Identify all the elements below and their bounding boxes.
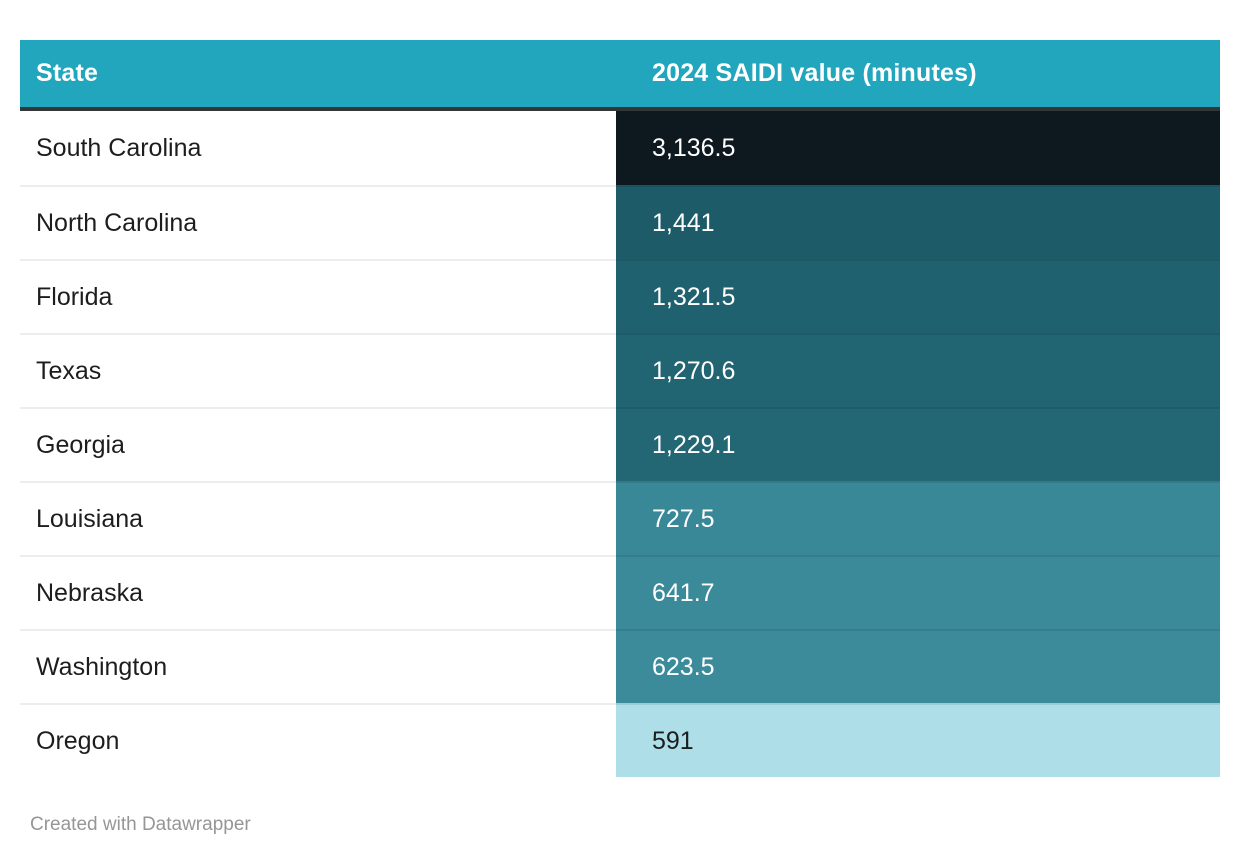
datawrapper-credit: Created with Datawrapper	[30, 814, 251, 835]
table-row: Georgia 1,229.1	[20, 407, 1220, 481]
table-row: Oregon 591	[20, 703, 1220, 777]
table-row: Nebraska 641.7	[20, 555, 1220, 629]
state-cell: North Carolina	[20, 185, 616, 259]
value-cell: 1,441	[616, 185, 1220, 259]
value-cell: 623.5	[616, 629, 1220, 703]
value-cell: 1,321.5	[616, 259, 1220, 333]
header-saidi-value: 2024 SAIDI value (minutes)	[652, 59, 977, 87]
state-cell: Washington	[20, 629, 616, 703]
value-cell: 641.7	[616, 555, 1220, 629]
value-cell: 591	[616, 703, 1220, 777]
table-row: North Carolina 1,441	[20, 185, 1220, 259]
header-state: State	[36, 59, 99, 87]
state-cell: Oregon	[20, 703, 616, 777]
state-cell: Texas	[20, 333, 616, 407]
value-cell: 1,270.6	[616, 333, 1220, 407]
state-cell: South Carolina	[20, 111, 616, 185]
state-cell: Louisiana	[20, 481, 616, 555]
state-cell: Georgia	[20, 407, 616, 481]
value-cell: 3,136.5	[616, 111, 1220, 185]
saidi-table: State 2024 SAIDI value (minutes) South C…	[20, 40, 1220, 777]
table-row: Florida 1,321.5	[20, 259, 1220, 333]
table-row: Louisiana 727.5	[20, 481, 1220, 555]
table-row: Washington 623.5	[20, 629, 1220, 703]
value-cell: 727.5	[616, 481, 1220, 555]
table-body: South Carolina 3,136.5 North Carolina 1,…	[20, 111, 1220, 777]
table-header-row: State 2024 SAIDI value (minutes)	[20, 40, 1220, 111]
value-cell: 1,229.1	[616, 407, 1220, 481]
table-row: South Carolina 3,136.5	[20, 111, 1220, 185]
state-cell: Florida	[20, 259, 616, 333]
state-cell: Nebraska	[20, 555, 616, 629]
table-row: Texas 1,270.6	[20, 333, 1220, 407]
